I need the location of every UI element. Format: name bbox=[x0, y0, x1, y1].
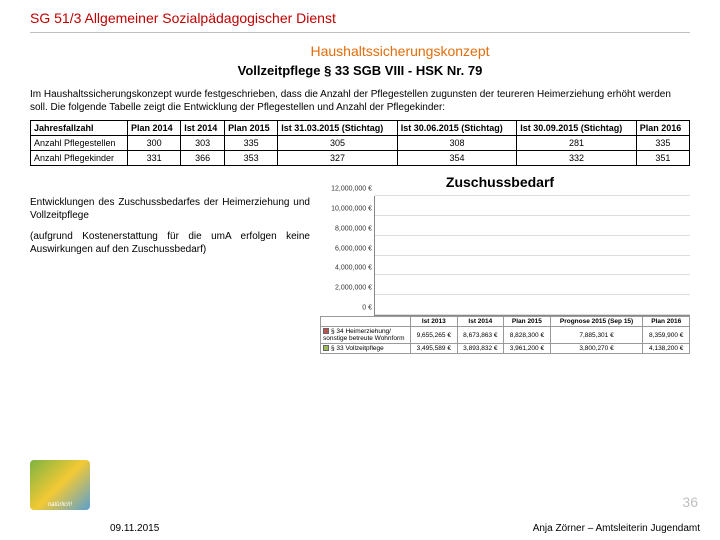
page-number: 36 bbox=[682, 494, 698, 510]
logo: natürlich! bbox=[30, 460, 90, 510]
table-header: Ist 2014 bbox=[181, 121, 225, 136]
note-1: Entwicklungen des Zuschussbedarfes der H… bbox=[30, 196, 310, 222]
chart-data-table: Ist 2013Ist 2014Plan 2015Prognose 2015 (… bbox=[320, 316, 690, 354]
footer-date: 09.11.2015 bbox=[110, 523, 159, 534]
footer-name: Anja Zörner – Amtsleiterin Jugendamt bbox=[533, 523, 700, 534]
table-row: Anzahl Pflegekinder331366353327354332351 bbox=[31, 151, 690, 166]
table-header: Plan 2016 bbox=[636, 121, 689, 136]
data-table: JahresfallzahlPlan 2014Ist 2014Plan 2015… bbox=[30, 120, 690, 166]
table-header: Plan 2014 bbox=[128, 121, 181, 136]
note-2: (aufgrund Kostenerstattung für die umA e… bbox=[30, 230, 310, 256]
divider bbox=[30, 32, 690, 33]
table-row: Anzahl Pflegestellen30030333530530828133… bbox=[31, 136, 690, 151]
subtitle-1: Haushaltssicherungskonzept bbox=[110, 43, 690, 59]
left-notes: Entwicklungen des Zuschussbedarfes der H… bbox=[30, 196, 310, 354]
table-header: Plan 2015 bbox=[225, 121, 278, 136]
intro-text: Im Haushaltssicherungskonzept wurde fest… bbox=[30, 88, 690, 114]
table-header: Ist 30.06.2015 (Stichtag) bbox=[397, 121, 517, 136]
subtitle-2: Vollzeitpflege § 33 SGB VIII - HSK Nr. 7… bbox=[30, 63, 690, 78]
table-header: Ist 30.09.2015 (Stichtag) bbox=[517, 121, 637, 136]
page-header: SG 51/3 Allgemeiner Sozialpädagogischer … bbox=[30, 10, 690, 26]
table-header: Ist 31.03.2015 (Stichtag) bbox=[278, 121, 398, 136]
chart-area: 0 €2,000,000 €4,000,000 €6,000,000 €8,00… bbox=[320, 196, 690, 354]
table-header: Jahresfallzahl bbox=[31, 121, 128, 136]
